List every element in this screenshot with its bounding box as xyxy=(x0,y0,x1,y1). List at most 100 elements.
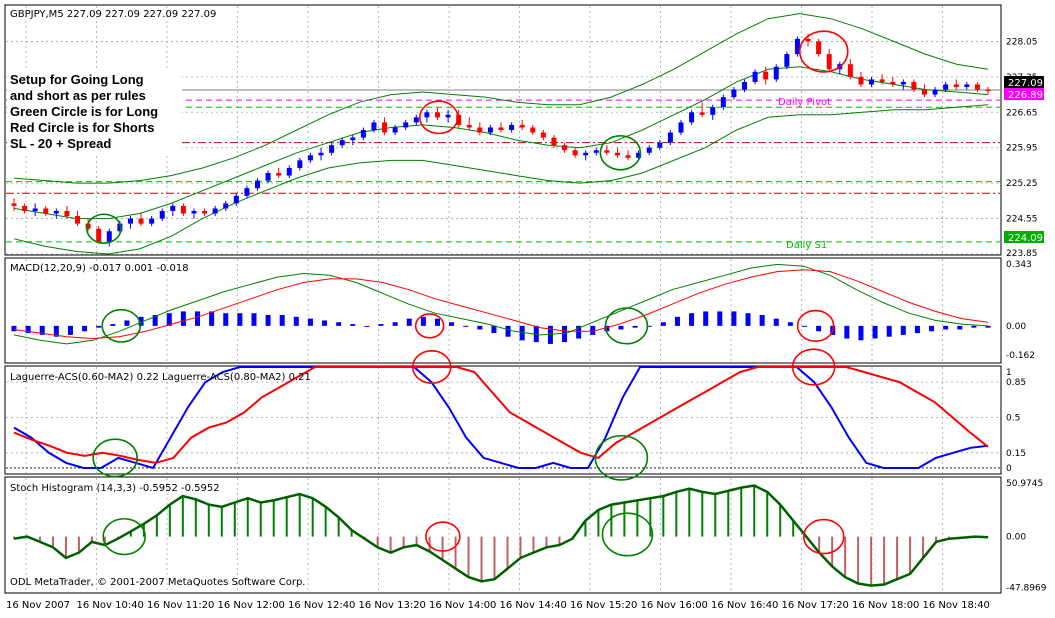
annotation-line-4: Red Circle is for Shorts xyxy=(10,120,154,135)
macd-bar xyxy=(858,325,864,341)
candle-body xyxy=(562,145,568,151)
candle-body xyxy=(466,124,472,128)
x-tick-label: 16 Nov 16:40 xyxy=(711,600,778,611)
candle-body xyxy=(477,127,483,133)
macd-bar xyxy=(152,315,158,326)
candle-body xyxy=(593,150,599,153)
candle-body xyxy=(392,127,398,133)
signal-circle-green xyxy=(101,308,142,343)
macd-bar xyxy=(322,320,328,326)
candle-body xyxy=(149,218,155,224)
macd-bar xyxy=(96,325,102,328)
candle-body xyxy=(127,218,133,224)
macd-bar xyxy=(307,318,313,326)
candle-body xyxy=(32,208,38,211)
macd-bar xyxy=(731,311,737,326)
signal-circle-green xyxy=(86,213,122,244)
candle-body xyxy=(953,84,959,87)
y-tick-label: 0.85 xyxy=(1006,378,1026,388)
bollinger-bands xyxy=(13,13,989,255)
macd-bar xyxy=(943,325,949,330)
candle-body xyxy=(202,210,208,214)
candle-body xyxy=(551,137,557,146)
macd-bar xyxy=(392,322,398,326)
candle-body xyxy=(625,155,631,158)
candle-body xyxy=(371,122,377,130)
signal-circle-green xyxy=(102,517,146,556)
candles xyxy=(11,33,991,247)
signal-circle-green xyxy=(92,438,138,478)
candle-body xyxy=(678,122,684,133)
candle-body xyxy=(43,208,49,214)
macd-bar xyxy=(745,313,751,326)
y-tick-label: 50.9745 xyxy=(1006,479,1043,489)
candle-body xyxy=(858,76,864,85)
candle-body xyxy=(784,54,790,67)
annotation-box xyxy=(7,70,182,155)
signal-circle-red xyxy=(791,348,836,386)
candle-body xyxy=(826,54,832,70)
annotation-line-5: SL - 20 + Spread xyxy=(10,136,111,151)
y-tick-label: 0 xyxy=(1006,464,1012,474)
macd-bar xyxy=(336,322,342,326)
macd-bar xyxy=(11,325,17,332)
candle-body xyxy=(265,173,271,181)
macd-bar xyxy=(138,316,144,326)
candle-body xyxy=(636,152,642,158)
candle-body xyxy=(710,107,716,115)
candle-body xyxy=(805,38,811,42)
candle-body xyxy=(106,231,112,242)
x-tick-label: 16 Nov 15:20 xyxy=(570,600,637,611)
x-tick-label: 16 Nov 17:20 xyxy=(782,600,849,611)
candle-body xyxy=(943,84,949,90)
macd-signal-line xyxy=(13,269,989,340)
candle-body xyxy=(763,71,769,80)
macd-bar xyxy=(816,325,822,332)
macd-main-line xyxy=(13,263,989,345)
pivot-price-tag-text: 226.89 xyxy=(1008,90,1043,101)
macd-bar xyxy=(434,318,440,326)
x-tick-label: 16 Nov 14:00 xyxy=(429,600,496,611)
y-tick-label: 223.85 xyxy=(1006,249,1038,259)
y-tick-label: 0.00 xyxy=(1006,322,1026,332)
s1-label: Daily S1 xyxy=(786,240,827,251)
macd-bar xyxy=(886,325,892,337)
macd-bar xyxy=(223,313,229,326)
candle-body xyxy=(403,122,409,128)
y-tick-label: 225.95 xyxy=(1006,144,1038,154)
signal-circles xyxy=(86,30,849,557)
macd-bar xyxy=(900,325,906,335)
candle-body xyxy=(85,223,91,229)
y-tick-label: 1 xyxy=(1006,368,1012,378)
candle-body xyxy=(572,150,578,156)
macd-bar xyxy=(971,325,977,328)
candle-body xyxy=(900,81,906,85)
macd-bar xyxy=(406,318,412,326)
macd-bar xyxy=(25,325,31,334)
x-tick-label: 16 Nov 2007 xyxy=(6,600,70,611)
signal-circle-red xyxy=(418,100,459,135)
signal-circle-green xyxy=(604,307,649,345)
candle-body xyxy=(11,203,17,206)
x-tick-label: 16 Nov 18:00 xyxy=(852,600,919,611)
macd-bar xyxy=(110,324,116,326)
candle-body xyxy=(794,38,800,55)
stoch-line xyxy=(13,484,989,587)
macd-bar xyxy=(279,315,285,326)
macd-bar xyxy=(39,325,45,335)
macd-bar xyxy=(689,313,695,326)
candle-body xyxy=(255,180,260,189)
y-tick-label: 224.55 xyxy=(1006,215,1038,225)
x-tick-label: 16 Nov 13:20 xyxy=(359,600,426,611)
candle-body xyxy=(53,210,59,214)
candle-body xyxy=(159,210,165,219)
macd-bar xyxy=(505,325,511,337)
macd-bar xyxy=(124,320,130,326)
candle-body xyxy=(22,205,28,211)
candle-body xyxy=(445,114,451,118)
macd-bar xyxy=(209,311,215,326)
candle-body xyxy=(911,81,917,90)
signal-circle-red xyxy=(411,350,452,384)
footer-copyright: ODL MetaTrader, © 2001-2007 MetaQuotes S… xyxy=(10,577,305,588)
